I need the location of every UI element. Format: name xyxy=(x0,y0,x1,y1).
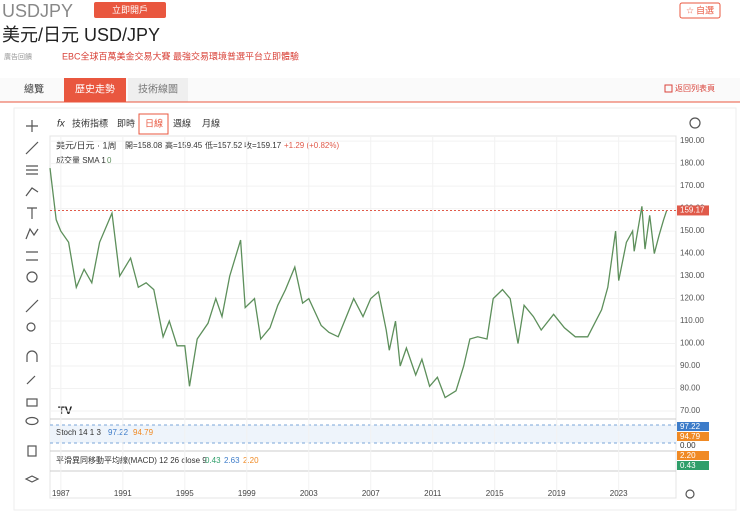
interval[interactable]: 月線 xyxy=(202,117,220,128)
volume-value: 0 xyxy=(107,156,112,165)
back-icon xyxy=(664,84,673,93)
legend-low: 低=157.52 xyxy=(205,140,243,150)
tab-active-bg xyxy=(64,78,126,102)
x-tick-label: 2011 xyxy=(424,489,442,498)
interval[interactable]: 週線 xyxy=(173,117,191,128)
watchlist-label[interactable]: 自選 xyxy=(696,4,714,15)
stoch-d-tag xyxy=(677,432,709,441)
y-tick-label: 150.00 xyxy=(680,226,705,235)
y-tick-label: 140.00 xyxy=(680,249,705,258)
macd-label: 平滑異同移動平均線(MACD) 12 26 close 9 xyxy=(56,455,207,465)
tab[interactable]: 歷史走勢 xyxy=(75,83,115,96)
last-price-tag xyxy=(677,205,709,216)
x-tick-label: 2023 xyxy=(610,489,628,498)
plot-frame xyxy=(49,135,677,499)
x-tick-label: 1991 xyxy=(114,489,132,498)
indicators-button[interactable]: 技術指標 xyxy=(72,117,108,128)
macd-hist-tag-label: 2.20 xyxy=(680,451,696,460)
legend-close: 收=159.17 xyxy=(244,140,282,150)
volume-label: 成交量 SMA 1 xyxy=(56,155,106,165)
page-title: 美元/日元 USD/JPY xyxy=(2,25,160,45)
chart-frame xyxy=(13,107,737,511)
macd-value: 0.43 xyxy=(205,456,221,465)
y-tick-label: 120.00 xyxy=(680,294,705,303)
x-tick-label: 2007 xyxy=(362,489,380,498)
layers-icon[interactable] xyxy=(24,475,40,483)
macd-signal: 2.63 xyxy=(224,456,240,465)
settings-icon[interactable] xyxy=(685,489,695,499)
stoch-k: 97.22 xyxy=(108,428,129,437)
stoch-band xyxy=(50,425,676,443)
legend-open: 開=158.08 xyxy=(125,141,163,150)
text-icon[interactable] xyxy=(27,207,37,219)
zoom-icon[interactable] xyxy=(26,322,36,332)
drawing-toolbar xyxy=(24,120,40,483)
magnet-icon[interactable] xyxy=(26,350,38,362)
x-tick-label: 2015 xyxy=(486,489,504,498)
draw-lock-icon[interactable] xyxy=(26,375,36,385)
macd-hist: 2.20 xyxy=(243,456,259,465)
back-link[interactable]: 返回列表頁 xyxy=(675,83,715,93)
symbol: USDJPY xyxy=(2,1,73,21)
y-tick-label: 110.00 xyxy=(680,316,704,325)
visibility-icon[interactable] xyxy=(25,416,39,426)
emoji-icon[interactable] xyxy=(26,271,38,283)
open-account-button[interactable] xyxy=(94,2,166,18)
ad-link[interactable]: EBC全球百萬美金交易大賽 最強交易環境普選平台立即體驗 xyxy=(62,50,299,61)
tab[interactable]: 總覽 xyxy=(24,83,44,96)
watchlist-button[interactable] xyxy=(679,2,721,19)
x-tick-label: 1987 xyxy=(52,489,70,498)
trendline-icon[interactable] xyxy=(25,141,39,155)
stoch-k-tag xyxy=(677,422,709,431)
channel-icon[interactable] xyxy=(26,165,38,175)
stoch-label: Stoch 14 1 3 xyxy=(56,428,101,437)
interval[interactable]: 日線 xyxy=(145,117,163,128)
legend-high: 高=159.45 xyxy=(165,140,203,150)
pattern-icon[interactable] xyxy=(25,227,39,240)
y-tick-label: 80.00 xyxy=(680,384,701,393)
stoch-d-tag-label: 94.79 xyxy=(680,432,701,441)
legend-change: +1.29 (+0.82%) xyxy=(284,141,339,150)
crosshair-icon[interactable] xyxy=(26,120,38,132)
open-account-label[interactable]: 立即開戶 xyxy=(112,4,148,15)
y-tick-label: 190.00 xyxy=(680,136,705,145)
x-tick-label: 2019 xyxy=(548,489,566,498)
y-tick-label: 90.00 xyxy=(680,361,701,370)
projection-icon[interactable] xyxy=(26,251,38,261)
y-tick-label: 100.00 xyxy=(680,339,705,348)
macd-tag-label: 0.43 xyxy=(680,461,696,470)
stoch-k-tag-label: 97.22 xyxy=(680,422,701,431)
trash-icon[interactable] xyxy=(27,445,37,457)
ruler-icon[interactable] xyxy=(25,299,39,313)
x-tick-label: 1999 xyxy=(238,489,256,498)
x-tick-label: 2003 xyxy=(300,489,318,498)
y-tick-label: 170.00 xyxy=(680,181,705,190)
lock-icon[interactable] xyxy=(26,398,38,407)
legend-title: 美元/日元 · 1周 xyxy=(56,139,117,150)
macd-hist-tag xyxy=(677,451,709,460)
y-tick-label: 70.00 xyxy=(680,406,701,415)
macd-tag xyxy=(677,461,709,470)
fx-icon: fx xyxy=(57,119,66,130)
stoch-zero: 0.00 xyxy=(680,441,696,450)
x-tick-label: 1995 xyxy=(176,489,194,498)
tab-bg xyxy=(128,78,188,102)
tab[interactable]: 技術線圖 xyxy=(138,83,178,96)
settings-icon[interactable] xyxy=(689,117,701,129)
price-line xyxy=(49,168,668,399)
pitchfork-icon[interactable] xyxy=(25,187,39,197)
last-price-label: 159.17 xyxy=(680,206,705,215)
y-tick-label: 130.00 xyxy=(680,271,705,280)
interval[interactable]: 即時 xyxy=(117,118,135,128)
watchlist-star: ☆ xyxy=(686,5,694,15)
interval-active xyxy=(138,113,169,135)
stoch-d: 94.79 xyxy=(133,428,154,437)
ad-tag: 廣告回饋 xyxy=(4,52,32,61)
y-tick-label: 180.00 xyxy=(680,159,705,168)
